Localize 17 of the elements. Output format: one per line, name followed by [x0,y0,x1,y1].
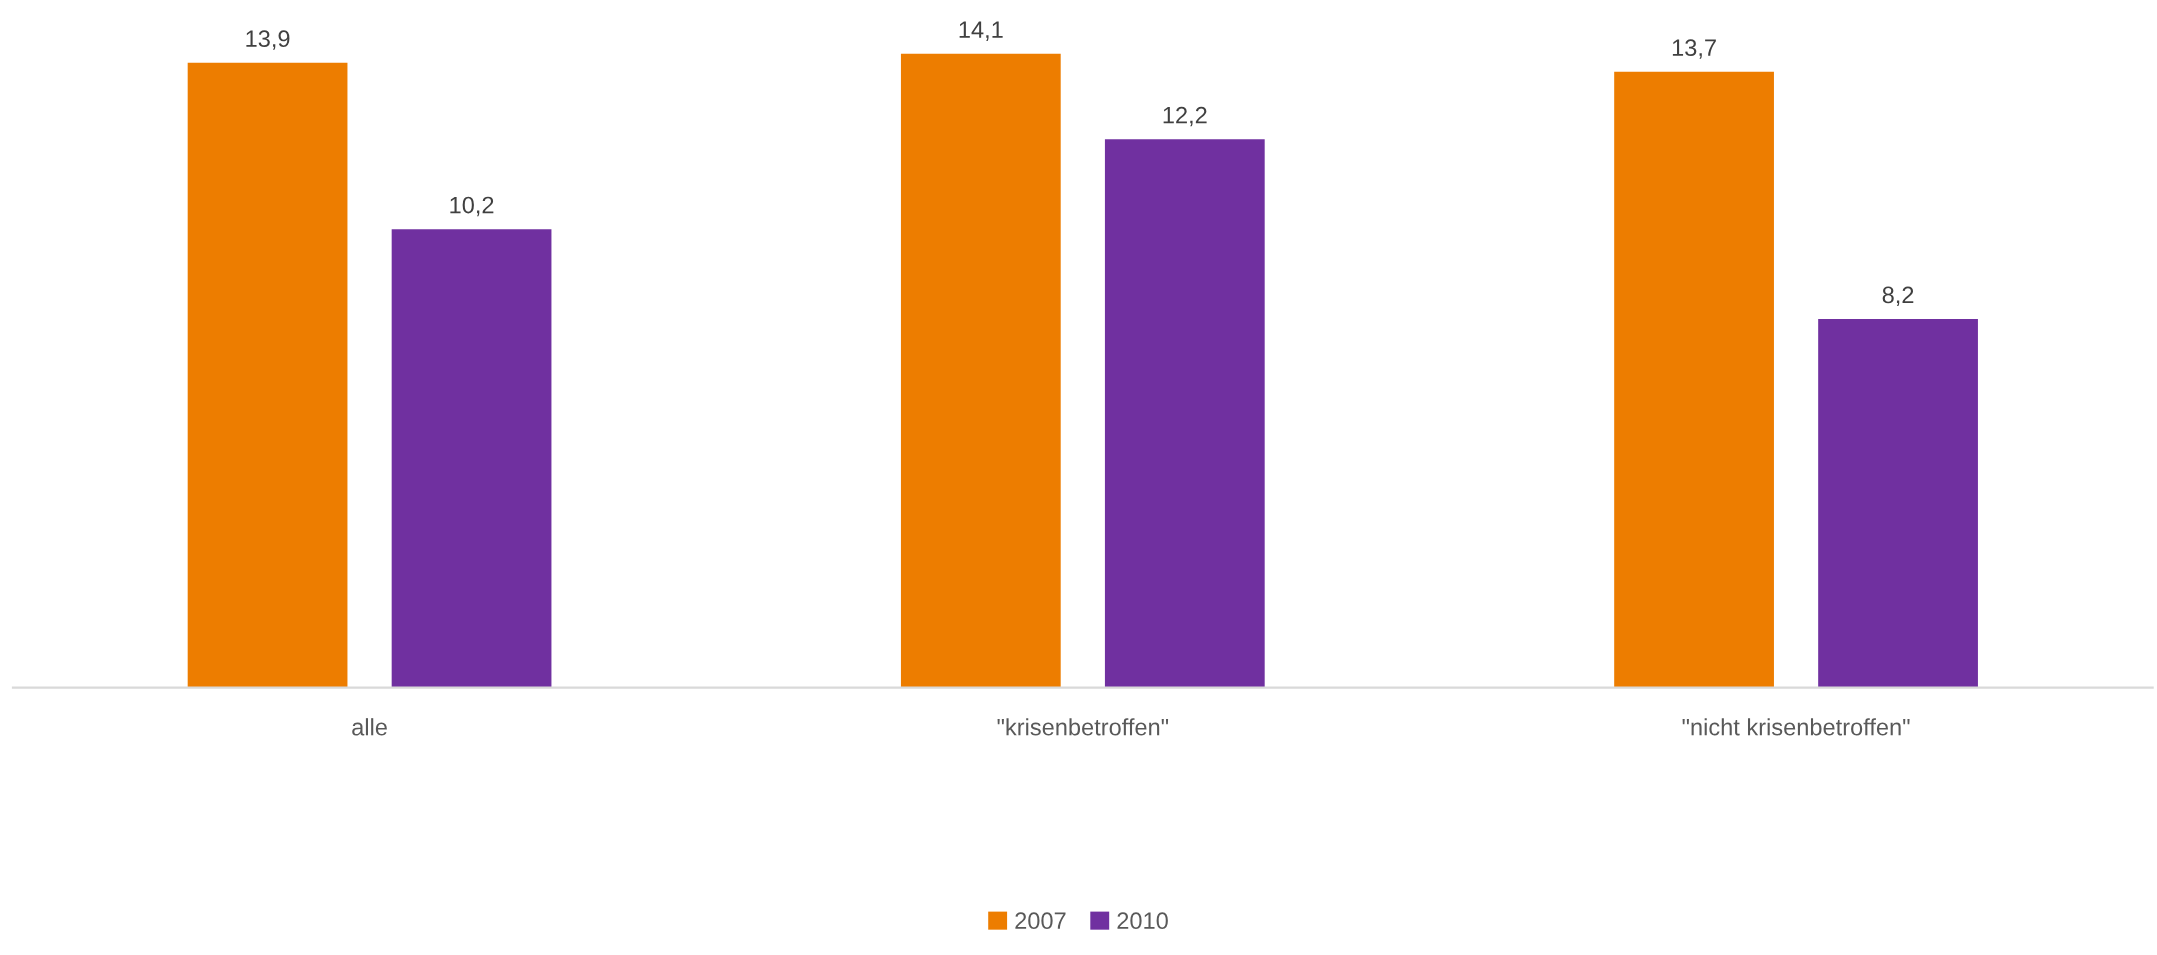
bar [900,53,1061,688]
x-tick-label: "nicht krisenbetroffen" [1682,718,1910,736]
x-tick-label: "krisenbetroffen" [997,718,1169,736]
data-label: 13,9 [246,30,290,50]
legend-label: 2007 [1015,912,1066,930]
bar [391,229,552,688]
legend-label: 2010 [1117,912,1168,930]
x-tick-label: alle [352,718,387,736]
bar [1614,71,1774,688]
bar [1818,319,1978,688]
data-label: 10,2 [450,196,494,217]
data-label: 13,7 [1672,39,1716,59]
bar [187,62,348,688]
data-label: 14,1 [959,21,1003,41]
bar [1104,139,1265,688]
data-label: 8,2 [1882,286,1914,307]
data-label: 12,2 [1163,106,1207,127]
